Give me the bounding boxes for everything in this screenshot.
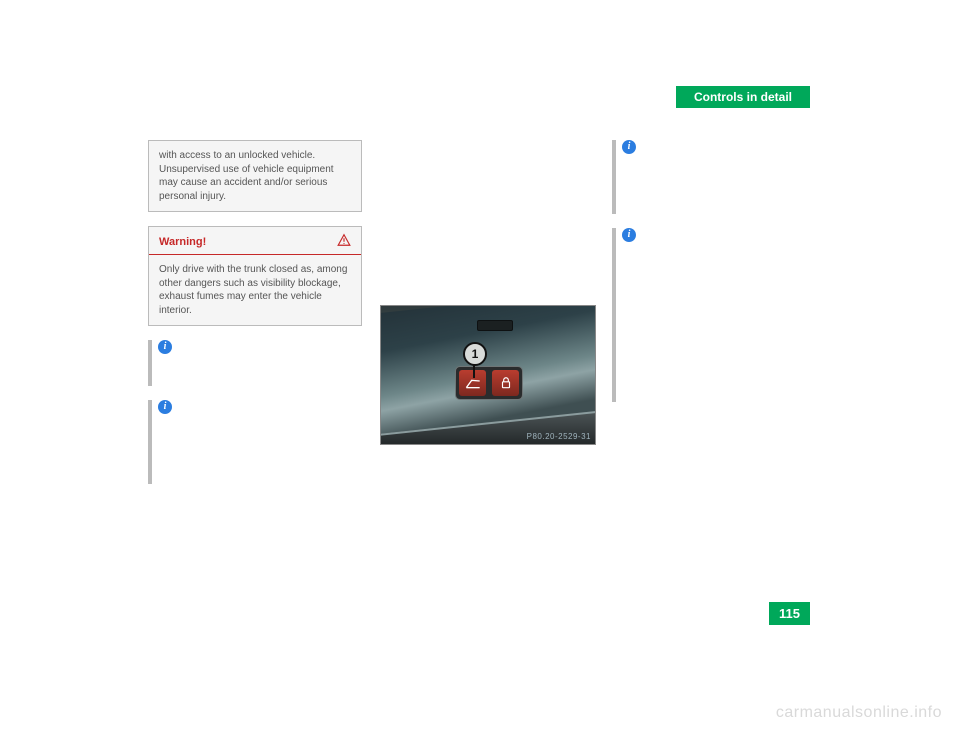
info-note-4-text: If the trunk lid comes into contact with… (640, 231, 826, 368)
trunk-switch-panel (455, 366, 523, 400)
trunk-handle-slot (477, 320, 513, 331)
info-icon: i (158, 400, 172, 414)
watermark: carmanualsonline.info (776, 704, 942, 722)
figure-part-number: P80.20-2529-31 (527, 432, 591, 441)
info-note-2-text: If the trunk lid comes into contact with… (176, 403, 362, 470)
figure-caption-label: Remote trunk opening/closing switch (391, 452, 554, 463)
column-3: i The vehicle is locked when the turn si… (612, 140, 826, 416)
info-icon: i (158, 340, 172, 354)
info-icon: i (622, 228, 636, 242)
info-note-3-text: The vehicle is locked when the turn sign… (640, 143, 825, 210)
col2-lead: You can close the trunk and lock the veh… (380, 182, 594, 211)
warning-header: Warning! (149, 227, 361, 255)
col2-body: Press switch 1 until trunk lid begins to… (380, 473, 594, 502)
section-subtitle: Loading (771, 112, 810, 124)
info-note-1-text: You can also open the trunk by using the… (176, 343, 356, 382)
warning-label: Warning! (159, 236, 206, 248)
figure-caption: 1 Remote trunk opening/closing switch (380, 451, 594, 465)
page: Controls in detail Loading with access t… (0, 0, 960, 742)
column-1: with access to an unlocked vehicle. Unsu… (148, 140, 362, 498)
trunk-figure: 1 P80.20-2529-31 (380, 305, 596, 445)
warning-icon (337, 233, 351, 250)
caution-continuation-box: with access to an unlocked vehicle. Unsu… (148, 140, 362, 212)
info-note-4: i If the trunk lid comes into contact wi… (612, 228, 826, 402)
info-icon: i (622, 140, 636, 154)
trunk-lock-button (492, 370, 519, 396)
warning-box: Warning! Only drive with the trunk close… (148, 226, 362, 326)
col2-subhead: Closing the trunk from the inside (vehic… (380, 140, 594, 176)
info-note-3: i The vehicle is locked when the turn si… (612, 140, 826, 214)
callout-1: 1 (463, 342, 487, 366)
page-number: 115 (769, 602, 810, 625)
info-note-1: i You can also open the trunk by using t… (148, 340, 362, 386)
section-title: Controls in detail (676, 86, 810, 108)
column-2: Closing the trunk from the inside (vehic… (380, 140, 594, 502)
warning-body: Only drive with the trunk closed as, amo… (149, 255, 361, 325)
callout-leader-line (473, 364, 475, 378)
info-note-2: i If the trunk lid comes into contact wi… (148, 400, 362, 484)
figure-caption-num: 1 (380, 452, 386, 463)
